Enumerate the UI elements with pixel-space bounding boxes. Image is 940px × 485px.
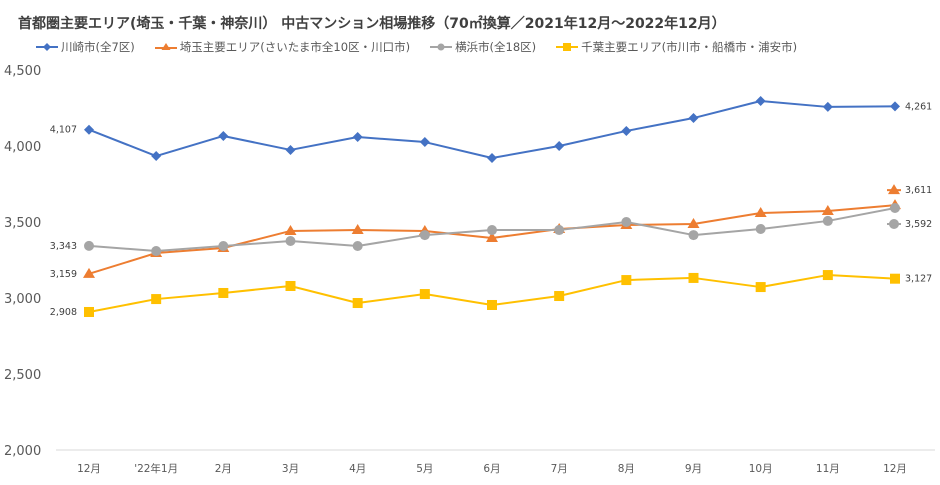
- data-point: [151, 246, 162, 257]
- x-tick-label: 9月: [685, 463, 702, 475]
- data-point: [554, 291, 565, 302]
- square-marker-icon: [556, 43, 579, 51]
- legend-label: 千葉主要エリア(市川市・船橋市・浦安市): [581, 40, 798, 54]
- legend-item-chiba: 千葉主要エリア(市川市・船橋市・浦安市): [556, 39, 797, 55]
- data-point: [554, 225, 565, 236]
- legend-item-saitama: 埼玉主要エリア(さいたま市全10区・川口市): [154, 39, 411, 55]
- data-point: [84, 124, 94, 135]
- data-point: [822, 101, 833, 112]
- data-label-last: 3,127: [905, 274, 932, 285]
- circle-marker-icon: [430, 43, 453, 51]
- x-tick-label: 3月: [282, 463, 299, 475]
- data-point: [890, 203, 900, 214]
- data-point: [285, 144, 296, 155]
- x-tick-label: 5月: [416, 463, 433, 475]
- data-point: [151, 151, 162, 162]
- x-tick-label: 12月: [883, 463, 907, 475]
- y-tick-label: 4,000: [4, 140, 41, 155]
- data-point: [554, 141, 565, 151]
- series-line-0: [88, 100, 896, 160]
- data-point: [487, 299, 497, 310]
- data-point: [352, 241, 363, 252]
- data-point: [755, 282, 766, 293]
- x-tick-label: 11月: [816, 463, 840, 475]
- data-point: [419, 230, 430, 241]
- data-point: [285, 236, 296, 246]
- data-point: [890, 273, 900, 284]
- x-tick-label: 2月: [215, 463, 232, 475]
- data-point: [822, 270, 833, 281]
- data-label-last: 3,611: [905, 185, 932, 196]
- data-label-first: 2,908: [50, 307, 77, 318]
- triangle-marker-icon: [154, 43, 177, 50]
- data-point: [688, 113, 699, 124]
- x-tick-label: 8月: [618, 463, 635, 475]
- data-point: [351, 224, 364, 235]
- x-tick-label: 12月: [77, 463, 101, 475]
- data-point: [890, 101, 900, 112]
- chart-title: 首都圏主要エリア(埼玉・千葉・神奈川） 中古マンション相場推移（70㎡換算／20…: [18, 16, 726, 32]
- data-point: [83, 267, 95, 278]
- data-point: [218, 130, 229, 141]
- y-tick-label: 4,500: [4, 64, 41, 79]
- diamond-marker-icon: [36, 43, 58, 51]
- data-point: [486, 231, 498, 242]
- data-point: [352, 132, 363, 143]
- data-point: [621, 275, 632, 286]
- legend-label: 横浜市(全18区): [455, 40, 537, 54]
- data-point: [821, 205, 834, 216]
- data-point: [755, 223, 766, 234]
- data-label-first: 3,159: [50, 269, 77, 280]
- x-tick-label: 10月: [749, 463, 773, 475]
- data-point: [284, 224, 297, 235]
- data-label-last: 3,592: [905, 219, 932, 230]
- x-tick-label: 7月: [551, 463, 568, 475]
- legend-item-yokohama: 横浜市(全18区): [430, 39, 536, 55]
- data-label-first: 4,107: [50, 125, 77, 136]
- data-point: [755, 96, 766, 107]
- data-point: [621, 217, 632, 227]
- data-point: [754, 207, 767, 218]
- data-point: [487, 153, 497, 164]
- data-point: [621, 125, 632, 136]
- data-point: [285, 280, 296, 291]
- y-tick-label: 3,000: [4, 292, 41, 307]
- data-point: [84, 240, 94, 251]
- data-point: [151, 294, 162, 305]
- y-tick-label: 2,000: [4, 444, 41, 459]
- data-label-last: 4,261: [905, 101, 932, 112]
- legend: 川崎市(全7区) 埼玉主要エリア(さいたま市全10区・川口市) 横浜市(全18区…: [36, 39, 797, 55]
- y-tick-label: 3,500: [4, 216, 41, 231]
- data-point: [218, 241, 229, 252]
- x-tick-label: 4月: [349, 463, 366, 475]
- data-point: [352, 298, 363, 309]
- legend-item-kawasaki: 川崎市(全7区): [36, 39, 135, 55]
- x-tick-label: '22年1月: [134, 462, 178, 475]
- data-point: [419, 137, 430, 148]
- y-tick-label: 2,500: [4, 368, 41, 383]
- data-point: [84, 306, 94, 317]
- data-label-first: 3,343: [50, 241, 77, 252]
- data-point: [688, 272, 699, 283]
- data-point: [218, 287, 229, 298]
- x-tick-label: 6月: [483, 463, 500, 475]
- legend-label: 埼玉主要エリア(さいたま市全10区・川口市): [179, 40, 411, 54]
- data-point: [419, 289, 430, 300]
- data-point: [822, 215, 833, 226]
- data-point: [687, 217, 700, 228]
- legend-label: 川崎市(全7区): [61, 40, 135, 54]
- data-point: [487, 225, 497, 236]
- data-point: [688, 230, 699, 241]
